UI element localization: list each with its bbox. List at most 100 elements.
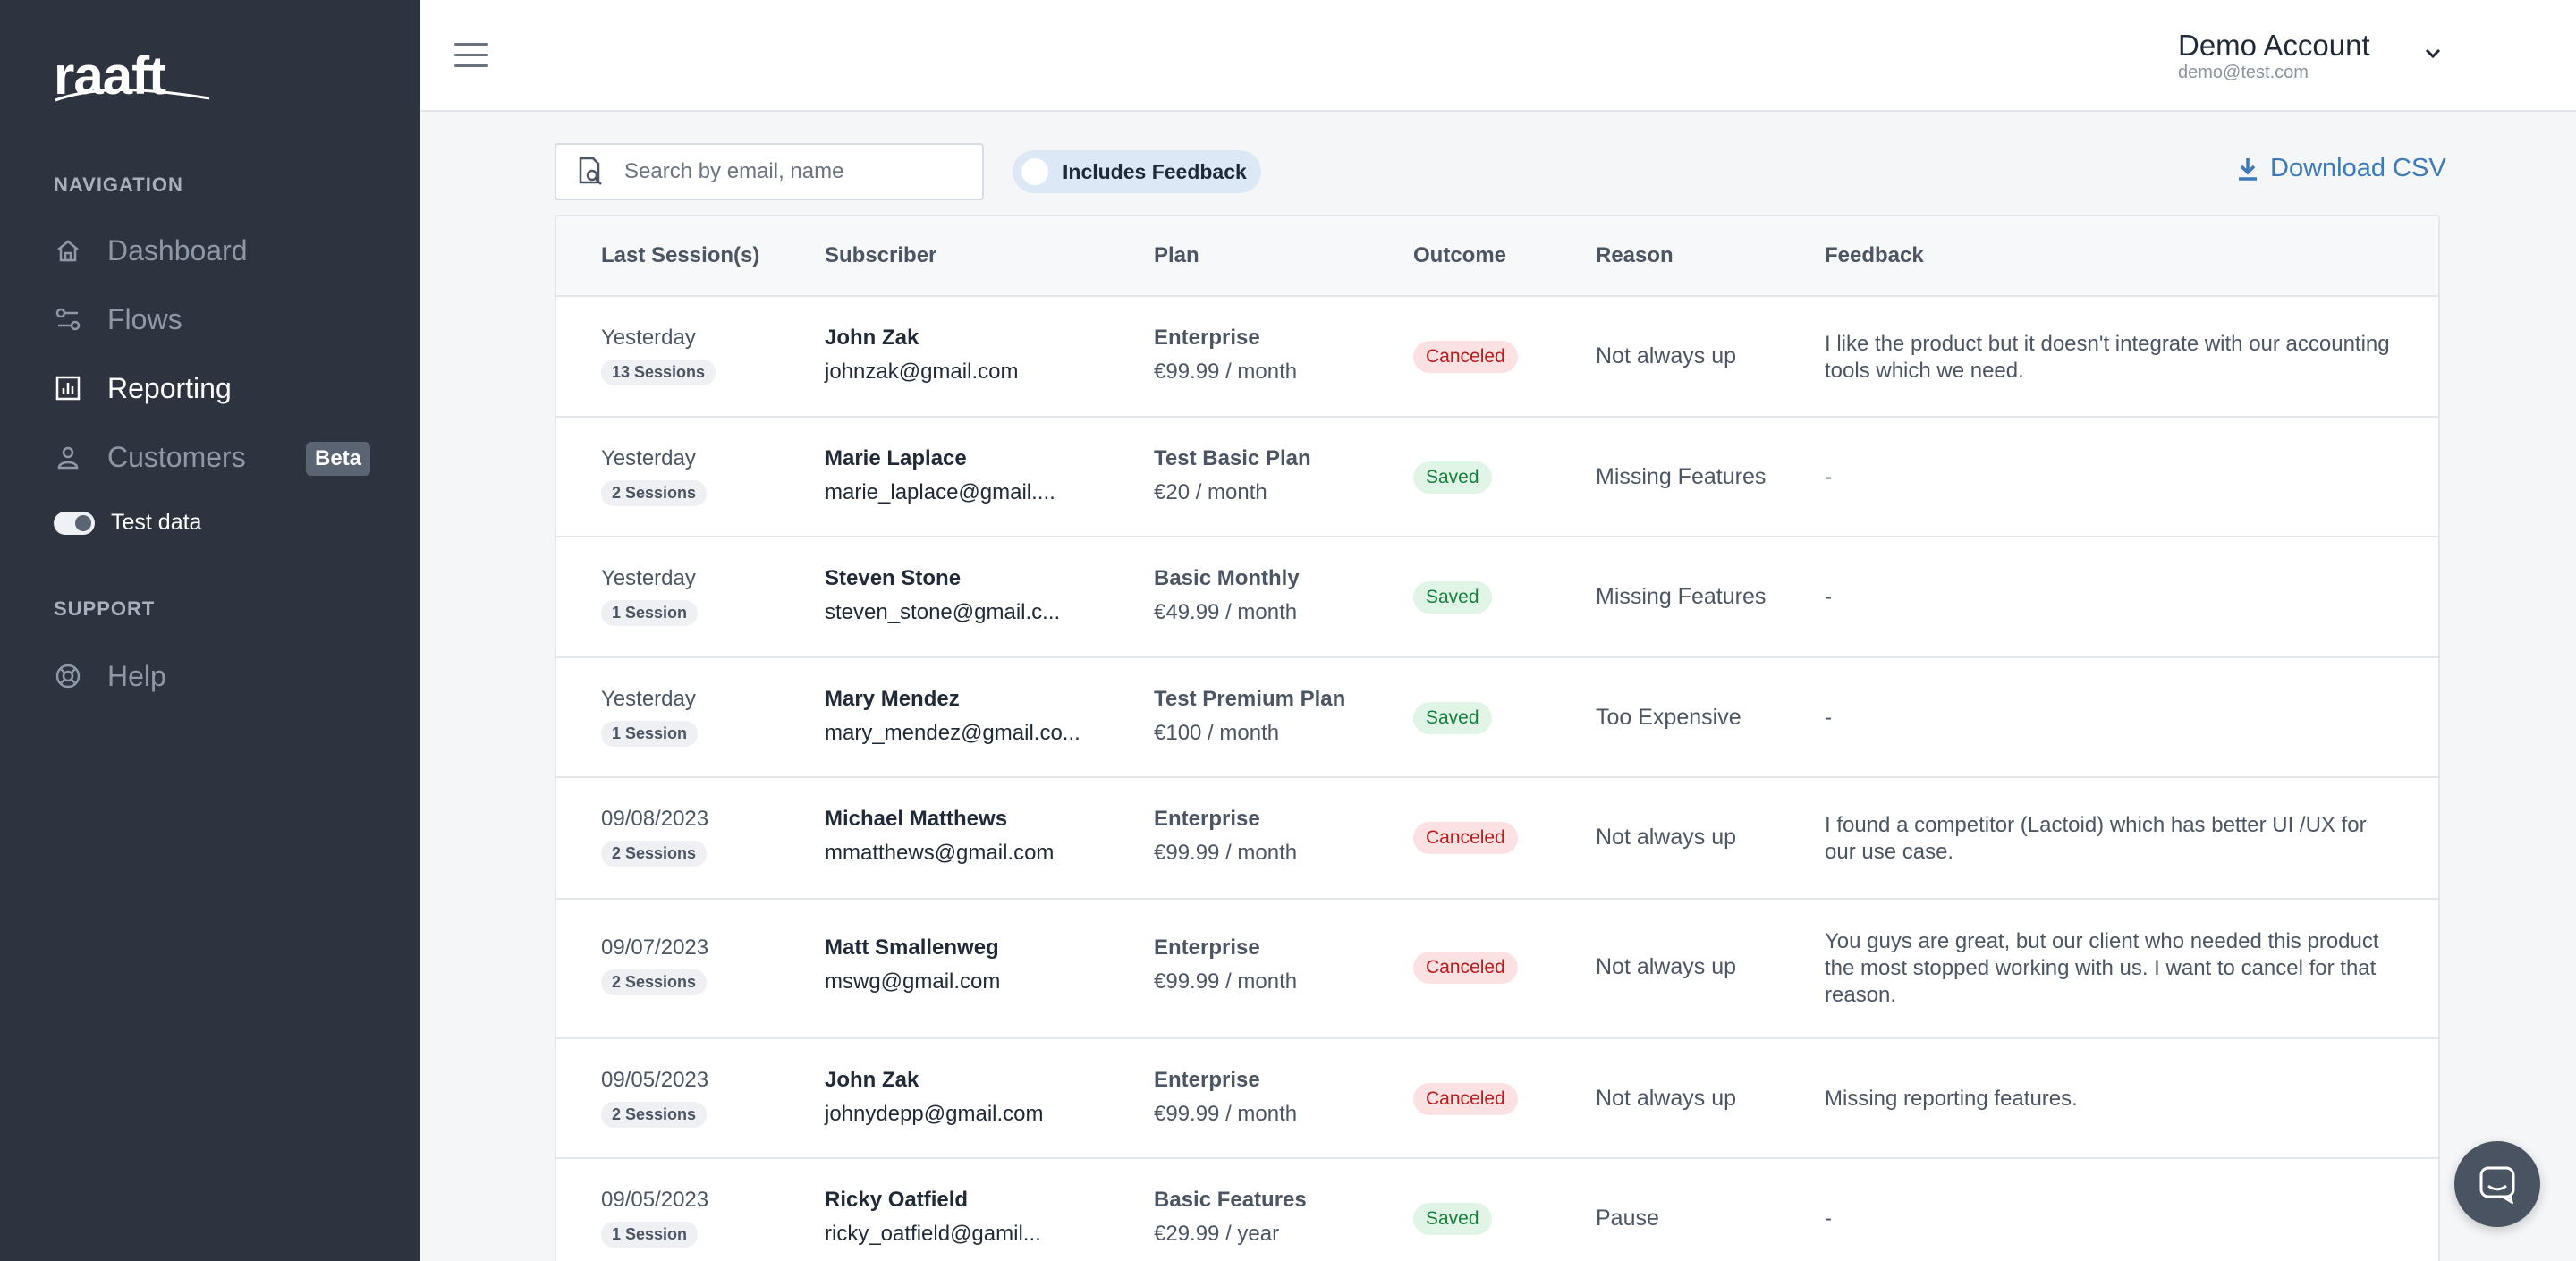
column-header-plan[interactable]: Plan bbox=[1154, 243, 1199, 267]
plan-cell: Enterprise €99.99 / month bbox=[1154, 1068, 1297, 1127]
outcome-cell: Canceled bbox=[1413, 341, 1518, 373]
outcome-badge: Saved bbox=[1413, 702, 1492, 734]
search-input[interactable] bbox=[624, 159, 964, 184]
plan-cell: Enterprise €99.99 / month bbox=[1154, 935, 1297, 994]
table-row[interactable]: 09/07/2023 2 Sessions Matt Smallenweg ms… bbox=[556, 900, 2438, 1039]
download-csv-button[interactable]: Download CSV bbox=[2236, 154, 2446, 183]
subscriber-name: Mary Mendez bbox=[825, 687, 960, 711]
sidebar-item-customers[interactable]: Customers bbox=[54, 430, 246, 484]
outcome-badge: Saved bbox=[1413, 1203, 1492, 1235]
session-cell: 09/07/2023 2 Sessions bbox=[601, 935, 708, 995]
reason-text: Missing Features bbox=[1596, 584, 1767, 609]
support-heading: SUPPORT bbox=[54, 597, 156, 620]
reason-text: Not always up bbox=[1596, 343, 1737, 368]
user-icon bbox=[54, 443, 82, 471]
session-count-badge: 1 Session bbox=[601, 600, 699, 626]
feedback-text: - bbox=[1825, 706, 1832, 730]
chart-icon bbox=[54, 374, 82, 402]
feedback-text: - bbox=[1825, 1206, 1832, 1231]
table-row[interactable]: 09/05/2023 1 Session Ricky Oatfield rick… bbox=[556, 1159, 2438, 1261]
table-row[interactable]: 09/08/2023 2 Sessions Michael Matthews m… bbox=[556, 778, 2438, 900]
plan-price: €20 / month bbox=[1154, 480, 1267, 504]
plan-name: Test Basic Plan bbox=[1154, 446, 1311, 470]
table-header: Last Session(s) Subscriber Plan Outcome … bbox=[556, 216, 2438, 297]
session-date: Yesterday bbox=[601, 566, 696, 590]
table-row[interactable]: Yesterday 13 Sessions John Zak johnzak@g… bbox=[556, 297, 2438, 418]
account-name[interactable]: Demo Account bbox=[2178, 29, 2370, 62]
subscriber-email: marie_laplace@gmail.... bbox=[825, 480, 1055, 504]
session-count-badge: 1 Session bbox=[601, 1222, 699, 1248]
sidebar-item-flows[interactable]: Flows bbox=[54, 292, 182, 346]
plan-cell: Basic Monthly €49.99 / month bbox=[1154, 566, 1300, 625]
session-count-badge: 1 Session bbox=[601, 721, 699, 747]
toggle-switch[interactable] bbox=[54, 511, 95, 535]
sidebar-item-help[interactable]: Help bbox=[54, 649, 166, 703]
sidebar-item-label: Dashboard bbox=[107, 233, 248, 267]
subscriber-cell: Steven Stone steven_stone@gmail.c... bbox=[825, 566, 1060, 625]
column-header-feedback[interactable]: Feedback bbox=[1825, 243, 1924, 267]
column-header-reason[interactable]: Reason bbox=[1596, 243, 1674, 267]
table-row[interactable]: Yesterday 1 Session Mary Mendez mary_men… bbox=[556, 658, 2438, 778]
table-row[interactable]: Yesterday 2 Sessions Marie Laplace marie… bbox=[556, 418, 2438, 537]
home-icon bbox=[54, 236, 82, 265]
menu-icon[interactable] bbox=[454, 43, 488, 68]
outcome-cell: Canceled bbox=[1413, 952, 1518, 984]
subscriber-cell: John Zak johnzak@gmail.com bbox=[825, 326, 1018, 385]
includes-feedback-toggle[interactable]: Includes Feedback bbox=[1013, 150, 1261, 193]
subscriber-cell: John Zak johnydepp@gmail.com bbox=[825, 1068, 1044, 1127]
download-icon bbox=[2239, 157, 2257, 181]
plan-price: €100 / month bbox=[1154, 721, 1280, 745]
subscriber-cell: Mary Mendez mary_mendez@gmail.co... bbox=[825, 687, 1080, 746]
plan-name: Enterprise bbox=[1154, 807, 1260, 831]
test-data-toggle[interactable]: Test data bbox=[54, 510, 201, 536]
subscriber-name: Marie Laplace bbox=[825, 446, 967, 470]
session-cell: Yesterday 1 Session bbox=[601, 687, 699, 747]
subscriber-name: Matt Smallenweg bbox=[825, 935, 999, 960]
navigation-heading: NAVIGATION bbox=[54, 173, 183, 196]
chevron-down-icon[interactable] bbox=[2422, 43, 2444, 64]
column-header-subscriber[interactable]: Subscriber bbox=[825, 243, 937, 267]
includes-feedback-label: Includes Feedback bbox=[1063, 159, 1247, 183]
plan-price: €49.99 / month bbox=[1154, 600, 1298, 624]
subscriber-cell: Marie Laplace marie_laplace@gmail.... bbox=[825, 446, 1055, 505]
plan-name: Enterprise bbox=[1154, 935, 1260, 960]
session-date: 09/05/2023 bbox=[601, 1188, 709, 1212]
test-data-label: Test data bbox=[111, 510, 202, 535]
plan-cell: Enterprise €99.99 / month bbox=[1154, 326, 1297, 385]
outcome-cell: Saved bbox=[1413, 702, 1492, 734]
subscriber-cell: Matt Smallenweg mswg@gmail.com bbox=[825, 935, 1000, 994]
reason-text: Not always up bbox=[1596, 1086, 1737, 1111]
column-header-last-session[interactable]: Last Session(s) bbox=[601, 243, 760, 267]
table-row[interactable]: 09/05/2023 2 Sessions John Zak johnydepp… bbox=[556, 1039, 2438, 1159]
subscriber-email: mary_mendez@gmail.co... bbox=[825, 721, 1080, 745]
sidebar-item-dashboard[interactable]: Dashboard bbox=[54, 224, 248, 277]
session-count-badge: 2 Sessions bbox=[601, 841, 708, 867]
logo-swoosh-icon bbox=[55, 89, 210, 102]
sidebar-item-reporting[interactable]: Reporting bbox=[54, 361, 232, 415]
table-row[interactable]: Yesterday 1 Session Steven Stone steven_… bbox=[556, 537, 2438, 658]
session-count-badge: 13 Sessions bbox=[601, 360, 716, 385]
reason-text: Too Expensive bbox=[1596, 705, 1741, 730]
sidebar-item-label: Help bbox=[107, 659, 166, 692]
plan-price: €99.99 / month bbox=[1154, 969, 1298, 994]
session-cell: 09/05/2023 2 Sessions bbox=[601, 1068, 708, 1128]
beta-badge: Beta bbox=[306, 442, 371, 476]
chat-launcher-button[interactable] bbox=[2454, 1141, 2540, 1227]
subscriber-email: mswg@gmail.com bbox=[825, 969, 1001, 994]
outcome-cell: Canceled bbox=[1413, 1083, 1518, 1115]
session-count-badge: 2 Sessions bbox=[601, 480, 708, 506]
account-email: demo@test.com bbox=[2178, 63, 2309, 82]
session-date: Yesterday bbox=[601, 687, 696, 711]
chat-icon bbox=[2479, 1166, 2515, 1204]
outcome-badge: Canceled bbox=[1413, 1083, 1518, 1115]
outcome-cell: Saved bbox=[1413, 461, 1492, 494]
search-box[interactable] bbox=[555, 143, 984, 200]
column-header-outcome[interactable]: Outcome bbox=[1413, 243, 1507, 267]
session-cell: Yesterday 2 Sessions bbox=[601, 446, 708, 506]
subscriber-cell: Ricky Oatfield ricky_oatfield@gamil... bbox=[825, 1188, 1041, 1247]
outcome-badge: Canceled bbox=[1413, 822, 1518, 854]
search-document-icon bbox=[579, 157, 602, 185]
toggle-knob bbox=[1021, 158, 1048, 185]
raaft-logo[interactable]: raaft bbox=[54, 45, 215, 106]
feedback-text: I found a competitor (Lactoid) which has… bbox=[1825, 813, 2367, 864]
